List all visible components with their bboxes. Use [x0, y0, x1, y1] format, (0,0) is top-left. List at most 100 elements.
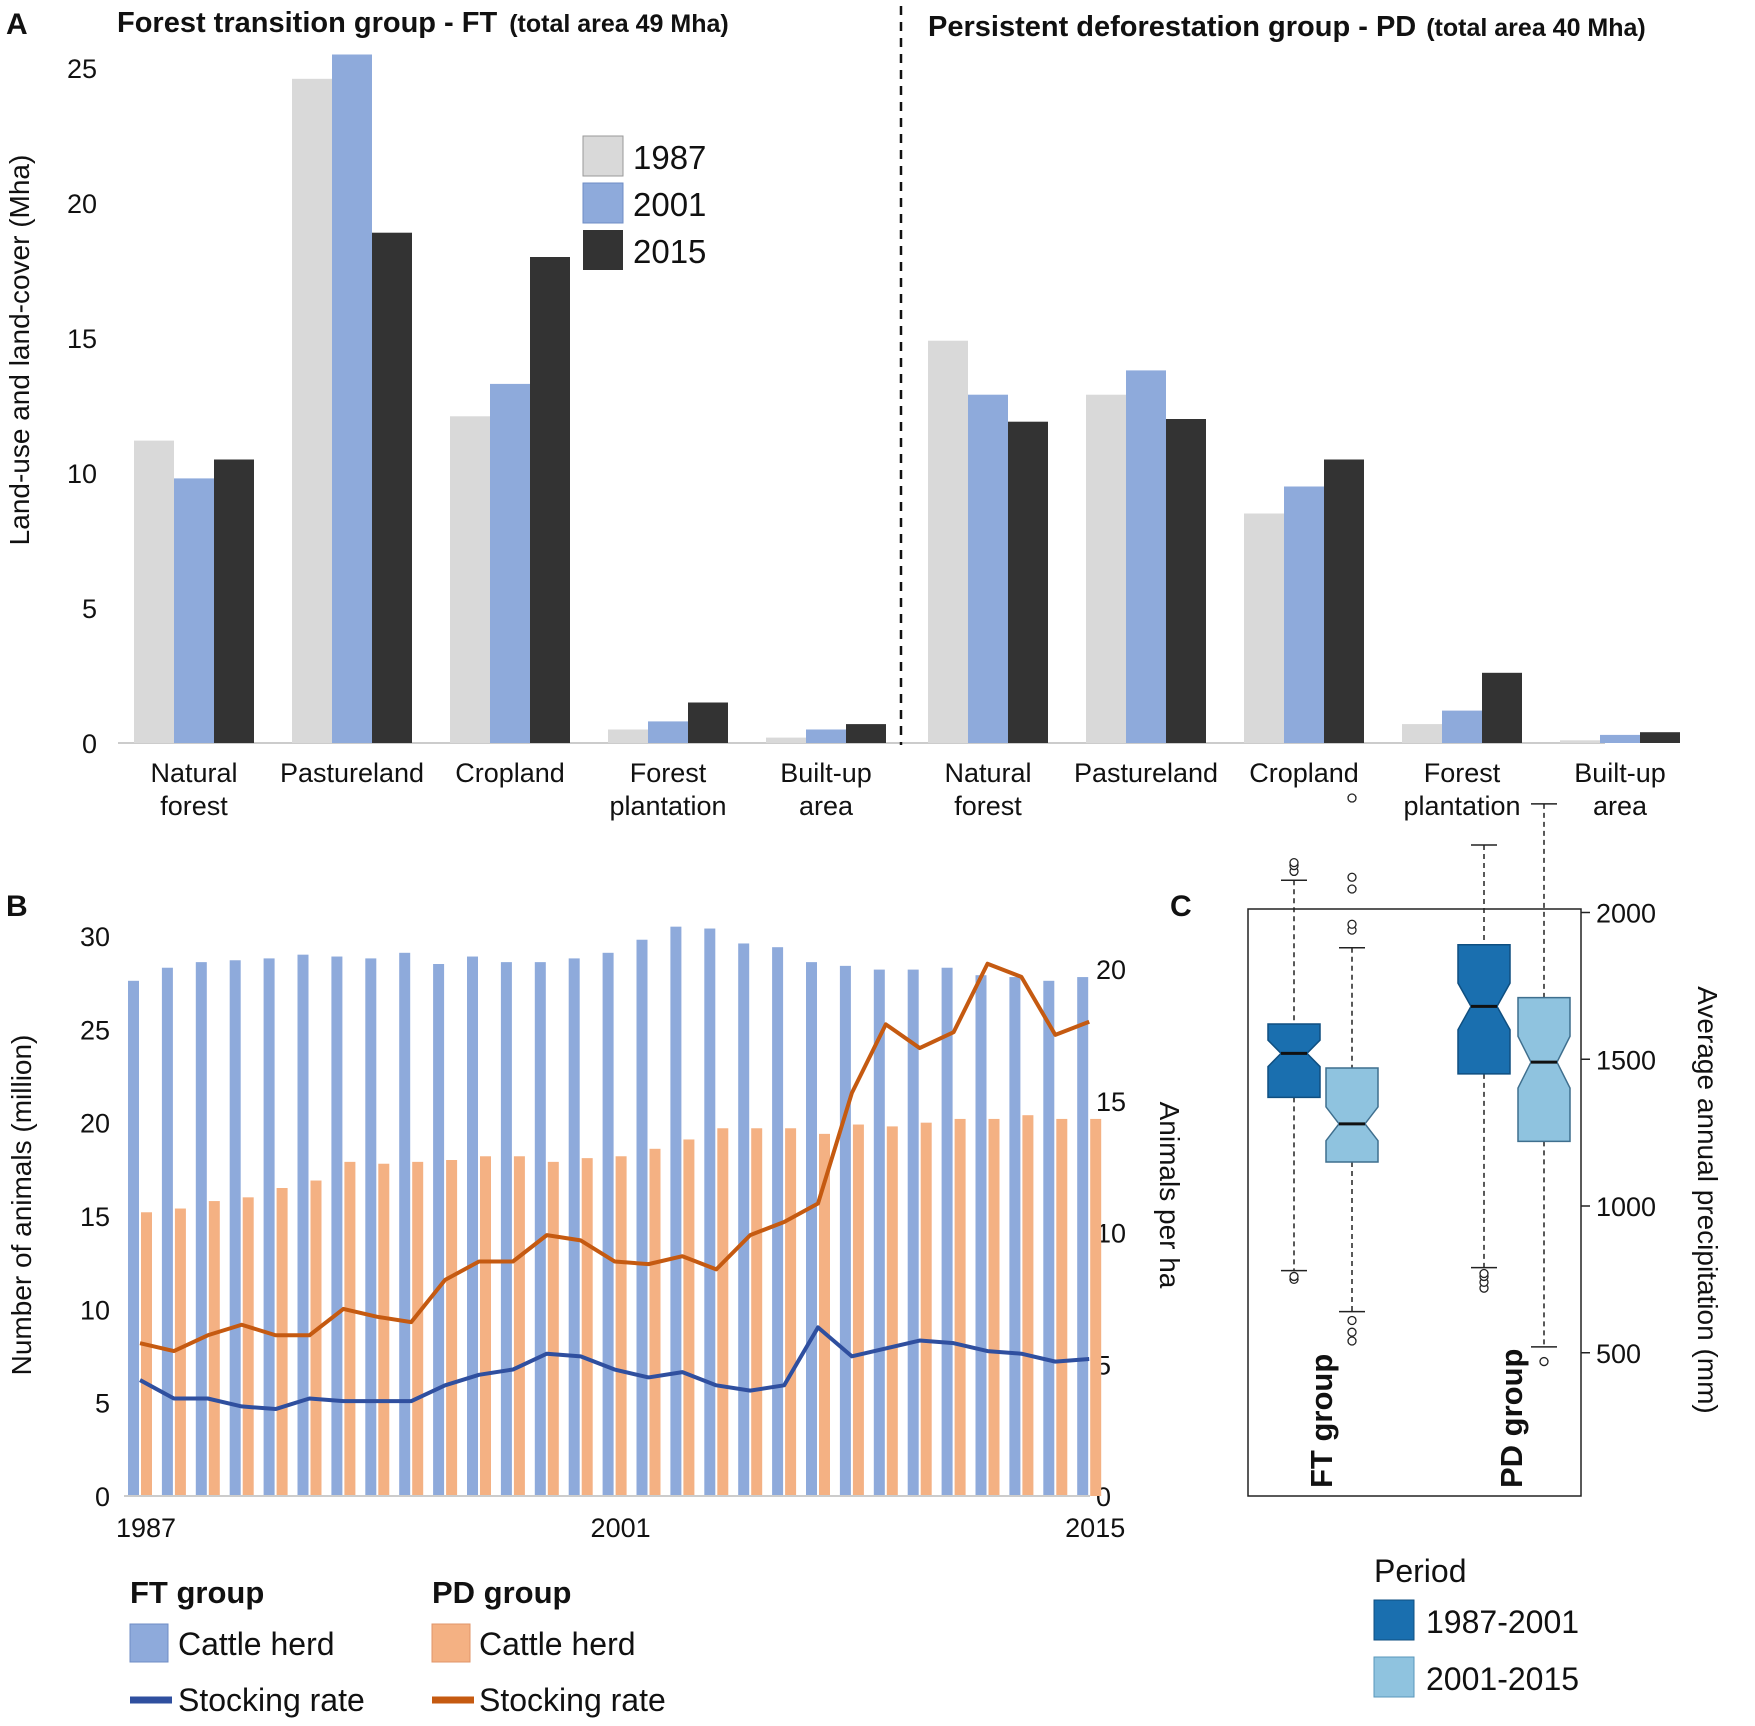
- panel-c: C 500 1000 1500 2000 Average annual precipi…: [1170, 793, 1723, 1698]
- bar-pd-1987: [1244, 513, 1284, 743]
- category-label: Pastureland: [1074, 758, 1218, 788]
- panel-b-ytick: 20: [80, 1109, 110, 1139]
- pd-cattle-bar: [683, 1139, 695, 1496]
- category-label: Natural: [150, 758, 237, 788]
- pd-cattle-bar: [954, 1118, 966, 1496]
- category-label: Built-up: [1574, 758, 1666, 788]
- panel-b-xtick: 2015: [1065, 1513, 1125, 1543]
- pd-cattle-bar: [819, 1133, 830, 1496]
- bar-ft-2015: [688, 702, 728, 743]
- panel-b-y2label: Animals per ha: [1154, 1102, 1185, 1289]
- pd-cattle-bar: [1022, 1115, 1034, 1496]
- legend-swatch-1987: [582, 135, 624, 177]
- panel-c-boxes: [1267, 793, 1571, 1367]
- panel-a-yticks: 0 5 10 15 20 25: [67, 54, 97, 759]
- panel-b-ytick: 25: [80, 1015, 110, 1045]
- pd-cattle-bar: [886, 1126, 898, 1496]
- pd-cattle-bar: [852, 1124, 864, 1496]
- outlier-point: [1347, 1327, 1357, 1337]
- panel-a-pd-title: Persistent deforestation group - PD (tota…: [928, 11, 1646, 43]
- ft-cattle-bar: [839, 965, 851, 1496]
- category-label: Pastureland: [280, 758, 424, 788]
- ft-cattle-bar: [161, 967, 173, 1496]
- ft-cattle-bar: [500, 962, 512, 1496]
- pd-cattle-bar: [141, 1212, 152, 1496]
- panel-a-ytick: 0: [82, 729, 97, 759]
- outlier-point: [1539, 1356, 1549, 1367]
- bar-ft-2015: [214, 459, 254, 743]
- box-1987-2001: [1267, 1023, 1321, 1099]
- legend-pd-cattle-swatch: [431, 1623, 471, 1663]
- legend-swatch-2001: [582, 182, 624, 224]
- legend-period2-swatch: [1373, 1656, 1415, 1698]
- ft-cattle-bar: [975, 975, 987, 1496]
- bar-ft-1987: [766, 737, 806, 743]
- panel-a-ytick: 15: [67, 324, 97, 354]
- bar-ft-2001: [332, 54, 372, 743]
- pd-cattle-bar: [513, 1156, 525, 1496]
- ft-cattle-bar: [263, 958, 275, 1496]
- bar-pd-2015: [1008, 421, 1048, 743]
- panel-b-ytick: 15: [80, 1202, 110, 1232]
- pd-cattle-bar: [208, 1201, 220, 1496]
- ft-cattle-bar: [568, 958, 580, 1496]
- ft-cattle-bar: [636, 939, 648, 1496]
- pd-cattle-bar: [412, 1161, 424, 1496]
- panel-a-ytick: 20: [67, 189, 97, 219]
- ft-cattle-bar: [534, 962, 546, 1496]
- panel-b: B Number of animals (million) Animals pe…: [6, 890, 1185, 1718]
- ft-cattle-bar: [433, 964, 445, 1496]
- panel-b-ytick: 0: [95, 1482, 110, 1512]
- category-label: plantation: [609, 791, 726, 821]
- panel-c-legend: Period 1987-2001 2001-2015: [1373, 1553, 1579, 1698]
- pd-cattle-bar: [378, 1163, 390, 1496]
- bar-pd-2001: [1126, 370, 1166, 743]
- panel-b-ytick: 5: [95, 1389, 110, 1419]
- panel-b-y2tick: 15: [1096, 1087, 1126, 1117]
- bar-ft-1987: [608, 729, 648, 743]
- legend-pd-heading: PD group: [432, 1575, 572, 1610]
- panel-c-ytick: 1000: [1596, 1192, 1656, 1222]
- ft-cattle-bar: [738, 943, 750, 1496]
- bar-pd-2015: [1324, 459, 1364, 743]
- legend-ft-heading: FT group: [130, 1575, 264, 1610]
- legend-period1-label: 1987-2001: [1426, 1604, 1579, 1640]
- pd-cattle-bar: [446, 1160, 458, 1496]
- bar-ft-2001: [648, 721, 688, 743]
- panel-b-ylabel: Number of animals (million): [6, 1035, 37, 1376]
- category-label: Forest: [630, 758, 707, 788]
- box-1987-2001: [1457, 944, 1511, 1075]
- panel-b-y2tick: 20: [1096, 955, 1126, 985]
- pd-cattle-bar: [174, 1208, 186, 1496]
- ft-cattle-bar: [399, 952, 411, 1496]
- pd-cattle-bar: [785, 1128, 797, 1496]
- panel-b-bars: [128, 926, 1102, 1496]
- ft-cattle-bar: [1009, 977, 1021, 1496]
- ft-cattle-bar: [704, 928, 716, 1496]
- pd-cattle-bar: [581, 1158, 593, 1496]
- bar-ft-2015: [530, 257, 570, 743]
- ft-cattle-bar: [128, 980, 139, 1496]
- ft-cattle-bar: [907, 969, 919, 1496]
- panel-b-xtick: 2001: [591, 1513, 651, 1543]
- legend-period-title: Period: [1374, 1553, 1467, 1589]
- pd-cattle-bar: [988, 1118, 1000, 1496]
- bar-ft-2001: [806, 729, 846, 743]
- box-2001-2015: [1325, 1067, 1379, 1163]
- outlier-point: [1347, 884, 1357, 894]
- bar-pd-2001: [1442, 710, 1482, 743]
- panel-b-xtick: 1987: [116, 1513, 176, 1543]
- legend-swatch-2015: [583, 230, 623, 270]
- bar-pd-1987: [1560, 740, 1600, 743]
- panel-a-legend: 1987 2001 2015: [582, 135, 706, 270]
- pd-cattle-bar: [751, 1128, 763, 1496]
- panel-b-lines: [139, 961, 1090, 1412]
- bar-ft-1987: [450, 416, 490, 743]
- category-label: forest: [160, 791, 228, 821]
- legend-period1-swatch: [1373, 1599, 1415, 1641]
- legend-ft-rate-label: Stocking rate: [178, 1682, 365, 1718]
- pd-cattle-bar: [1056, 1118, 1068, 1496]
- bar-ft-2001: [174, 478, 214, 743]
